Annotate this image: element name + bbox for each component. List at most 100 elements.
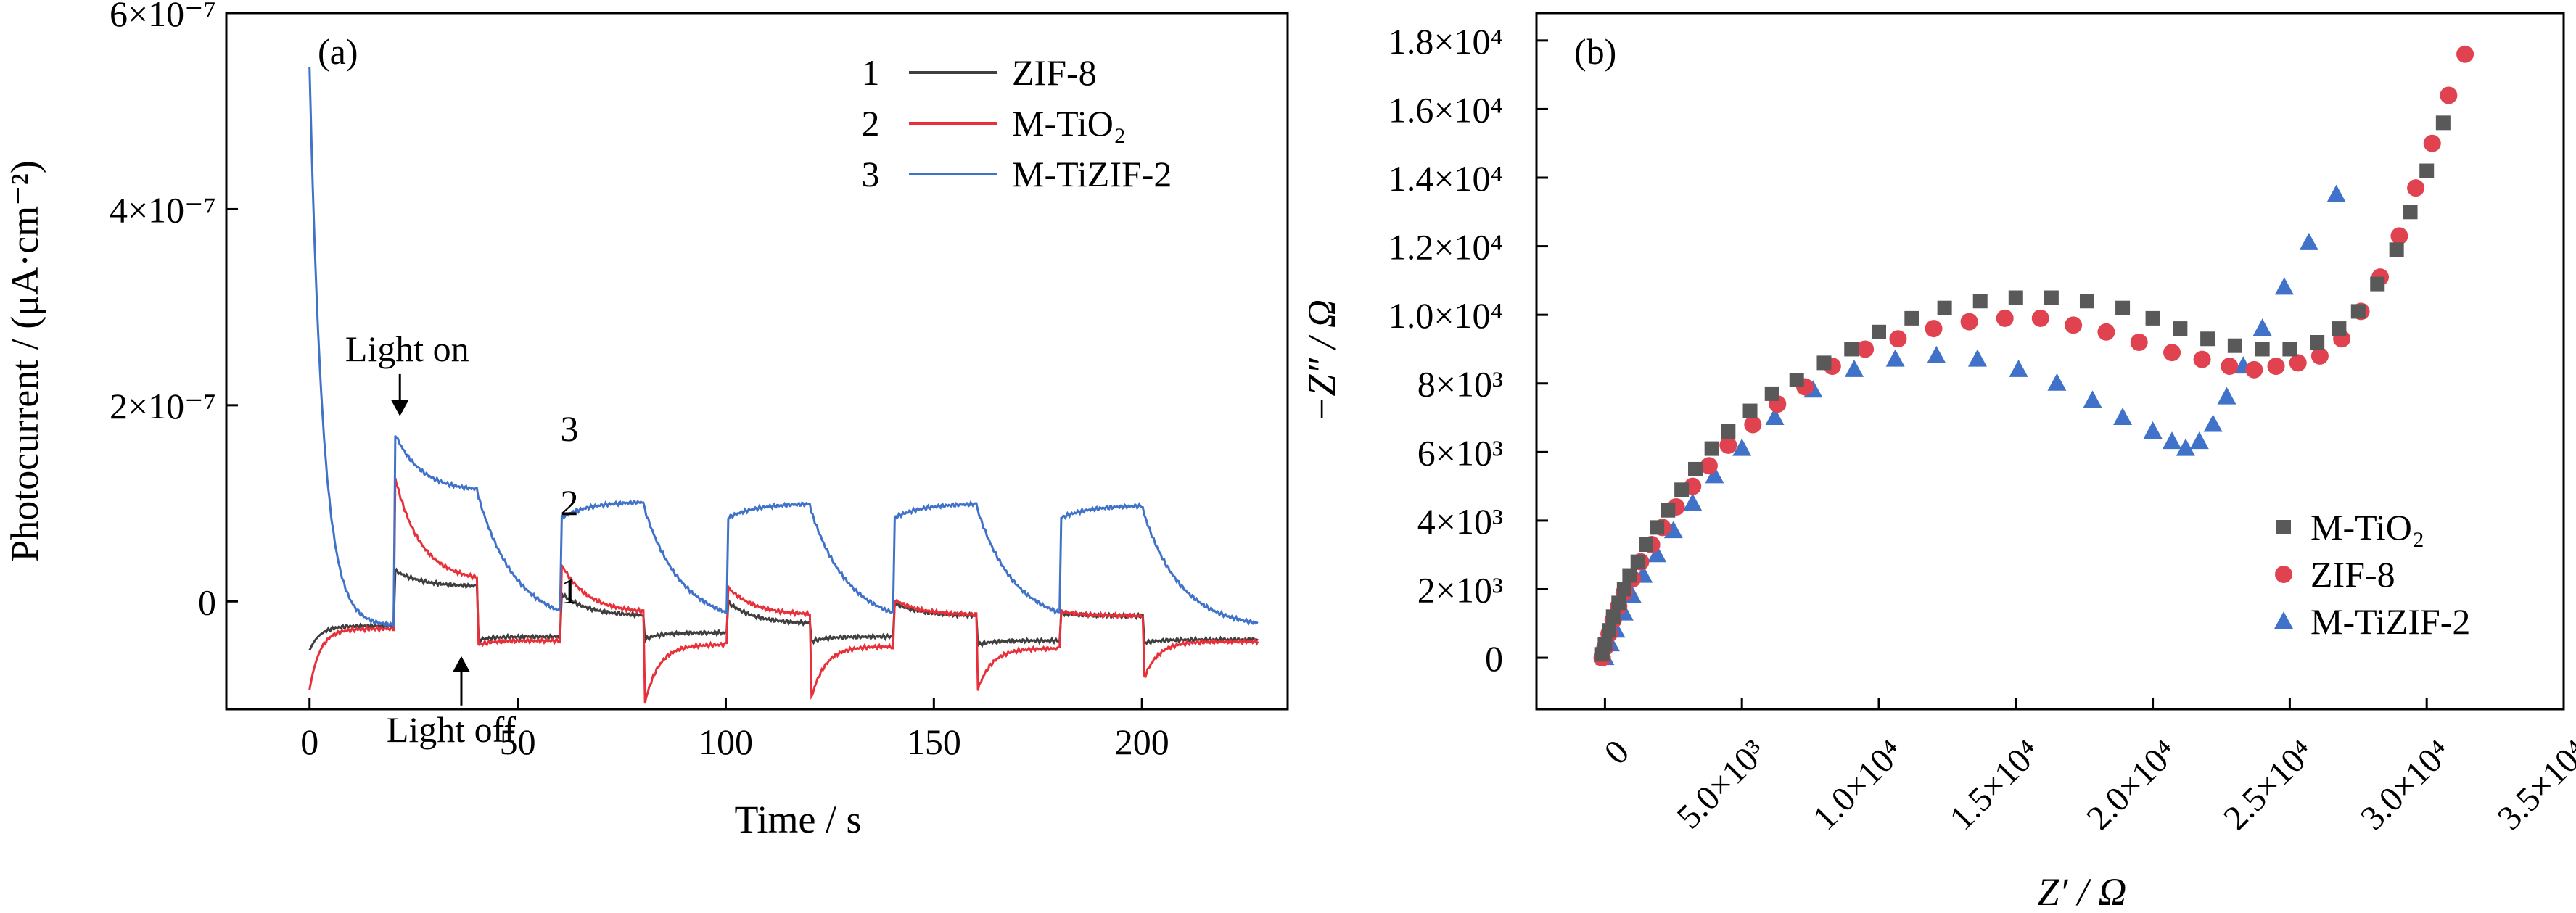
data-point-square (2255, 342, 2270, 357)
data-point-triangle (2163, 431, 2182, 450)
data-point-square (2370, 276, 2385, 292)
data-point-square (2079, 294, 2094, 309)
data-point-triangle (2203, 414, 2223, 432)
data-point-circle (1856, 340, 1875, 358)
panel-a-series-lines (308, 67, 1259, 704)
x-tick-label: 3.0×10⁴ (2353, 732, 2458, 838)
panel-a-x-ticks: 0 50 100 150 200 (300, 698, 1169, 762)
data-point-triangle (1705, 466, 1724, 484)
data-point-circle (2456, 45, 2474, 63)
data-point-circle (1700, 457, 1718, 475)
x-tick-label: 5.0×10³ (1670, 732, 1774, 836)
data-point-triangle (1885, 349, 1905, 367)
data-point-square (2008, 290, 2023, 305)
data-point-triangle (1765, 408, 1785, 426)
data-point-square (2282, 342, 2297, 357)
y-tick-label: 4×10³ (1417, 501, 1503, 542)
legend-marker-circle (2275, 566, 2292, 583)
panel-b-data-points (1593, 45, 2474, 667)
data-point-square (1904, 310, 1919, 326)
data-point-square (2044, 290, 2059, 305)
curve-number-label: 3 (561, 408, 579, 449)
series-line-3 (308, 67, 1259, 629)
curve-number-label: 2 (561, 482, 579, 523)
data-point-triangle (2083, 390, 2102, 408)
data-point-square (2115, 300, 2131, 315)
data-point-square (1661, 503, 1676, 518)
legend-number: 2 (862, 103, 880, 144)
data-point-square (1872, 324, 1886, 339)
panel-a-legend: 1 ZIF-8 2 M-TiO₂ 3 M-TiZIF-2 (862, 52, 1172, 194)
data-point-square (1688, 461, 1703, 476)
data-point-triangle (2274, 277, 2294, 295)
y-tick-label: 4×10⁻⁷ (110, 189, 216, 230)
data-point-circle (2097, 323, 2115, 341)
data-point-triangle (1927, 345, 1946, 363)
x-tick-label: 2.5×10⁴ (2216, 732, 2321, 838)
data-point-square (1622, 568, 1637, 583)
data-point-square (1630, 554, 1645, 569)
y-tick-label: 1.0×10⁴ (1388, 295, 1503, 336)
data-point-square (1937, 300, 1952, 315)
panel-b-y-axis-label: −Z″ / Ω (1300, 299, 1343, 423)
data-point-triangle (2217, 387, 2236, 405)
data-point-triangle (1647, 545, 1667, 563)
y-tick-label: 6×10³ (1417, 432, 1503, 473)
panel-a-y-axis-label: Photocurrent / (μA·cm⁻²) (3, 160, 46, 562)
data-point-triangle (1732, 438, 1752, 456)
panel-a-label: (a) (318, 31, 358, 72)
data-point-triangle (2176, 438, 2195, 456)
data-point-circle (1719, 436, 1737, 454)
data-point-square (1816, 355, 1832, 371)
data-point-square (1639, 537, 1654, 553)
panel-b-plot-frame (1535, 12, 2565, 711)
data-point-square (1650, 520, 1665, 535)
data-point-square (2350, 304, 2366, 319)
y-tick-label: 1.8×10⁴ (1388, 21, 1503, 62)
data-point-square (1602, 623, 1617, 638)
data-point-circle (2130, 333, 2148, 351)
data-point-triangle (2113, 408, 2133, 426)
data-point-square (2227, 338, 2242, 353)
data-point-circle (2193, 350, 2211, 368)
panel-a-photocurrent-chart: 0 50 100 150 200 0 2×10⁻⁷ 4×10⁻⁷ 6×10⁻⁷ Light o… (3, 0, 1289, 841)
data-point-circle (2423, 134, 2441, 152)
x-tick-label: 100 (699, 722, 753, 762)
data-point-square (1597, 637, 1613, 652)
data-point-circle (1996, 309, 2014, 327)
series-line-2 (308, 477, 1259, 704)
data-point-square (2173, 321, 2188, 336)
data-point-triangle (2299, 232, 2318, 250)
y-tick-label: 0 (1485, 638, 1503, 679)
data-point-circle (2440, 86, 2458, 104)
light-on-arrowhead (391, 400, 409, 416)
x-tick-label: 50 (500, 722, 536, 762)
panel-b-x-ticks: 0 5.0×10³ 1.0×10⁴ 1.5×10⁴ 2.0×10⁴ 2.5×10⁴ 3.0×… (1597, 698, 2576, 838)
data-point-square (1616, 582, 1631, 597)
data-point-square (1764, 386, 1779, 401)
y-tick-label: 2×10⁻⁷ (110, 386, 216, 426)
y-tick-label: 6×10⁻⁷ (110, 0, 216, 34)
data-point-circle (2031, 309, 2049, 327)
data-point-circle (2221, 358, 2239, 376)
light-on-annotation: Light on (345, 329, 469, 369)
data-point-circle (2310, 347, 2329, 365)
panel-b-x-axis-label: Z′ / Ω (2038, 870, 2127, 913)
data-point-square (1844, 342, 1859, 357)
data-point-square (1704, 441, 1719, 456)
legend-entry-label: ZIF-8 (1012, 52, 1097, 93)
data-point-square (1605, 609, 1621, 624)
data-point-square (2332, 321, 2347, 336)
data-point-square (1972, 294, 1988, 309)
data-point-circle (2245, 360, 2263, 379)
data-point-square (2310, 334, 2325, 350)
data-point-square (2403, 205, 2418, 220)
x-tick-label: 1.5×10⁴ (1943, 732, 2048, 838)
legend-entry-label: M-TiO₂ (2310, 507, 2424, 548)
y-tick-label: 0 (198, 582, 216, 622)
panel-b-label: (b) (1574, 31, 1616, 72)
data-point-circle (2163, 344, 2181, 362)
data-point-square (1742, 403, 1758, 418)
data-point-triangle (2189, 431, 2209, 450)
data-point-circle (2289, 354, 2307, 372)
